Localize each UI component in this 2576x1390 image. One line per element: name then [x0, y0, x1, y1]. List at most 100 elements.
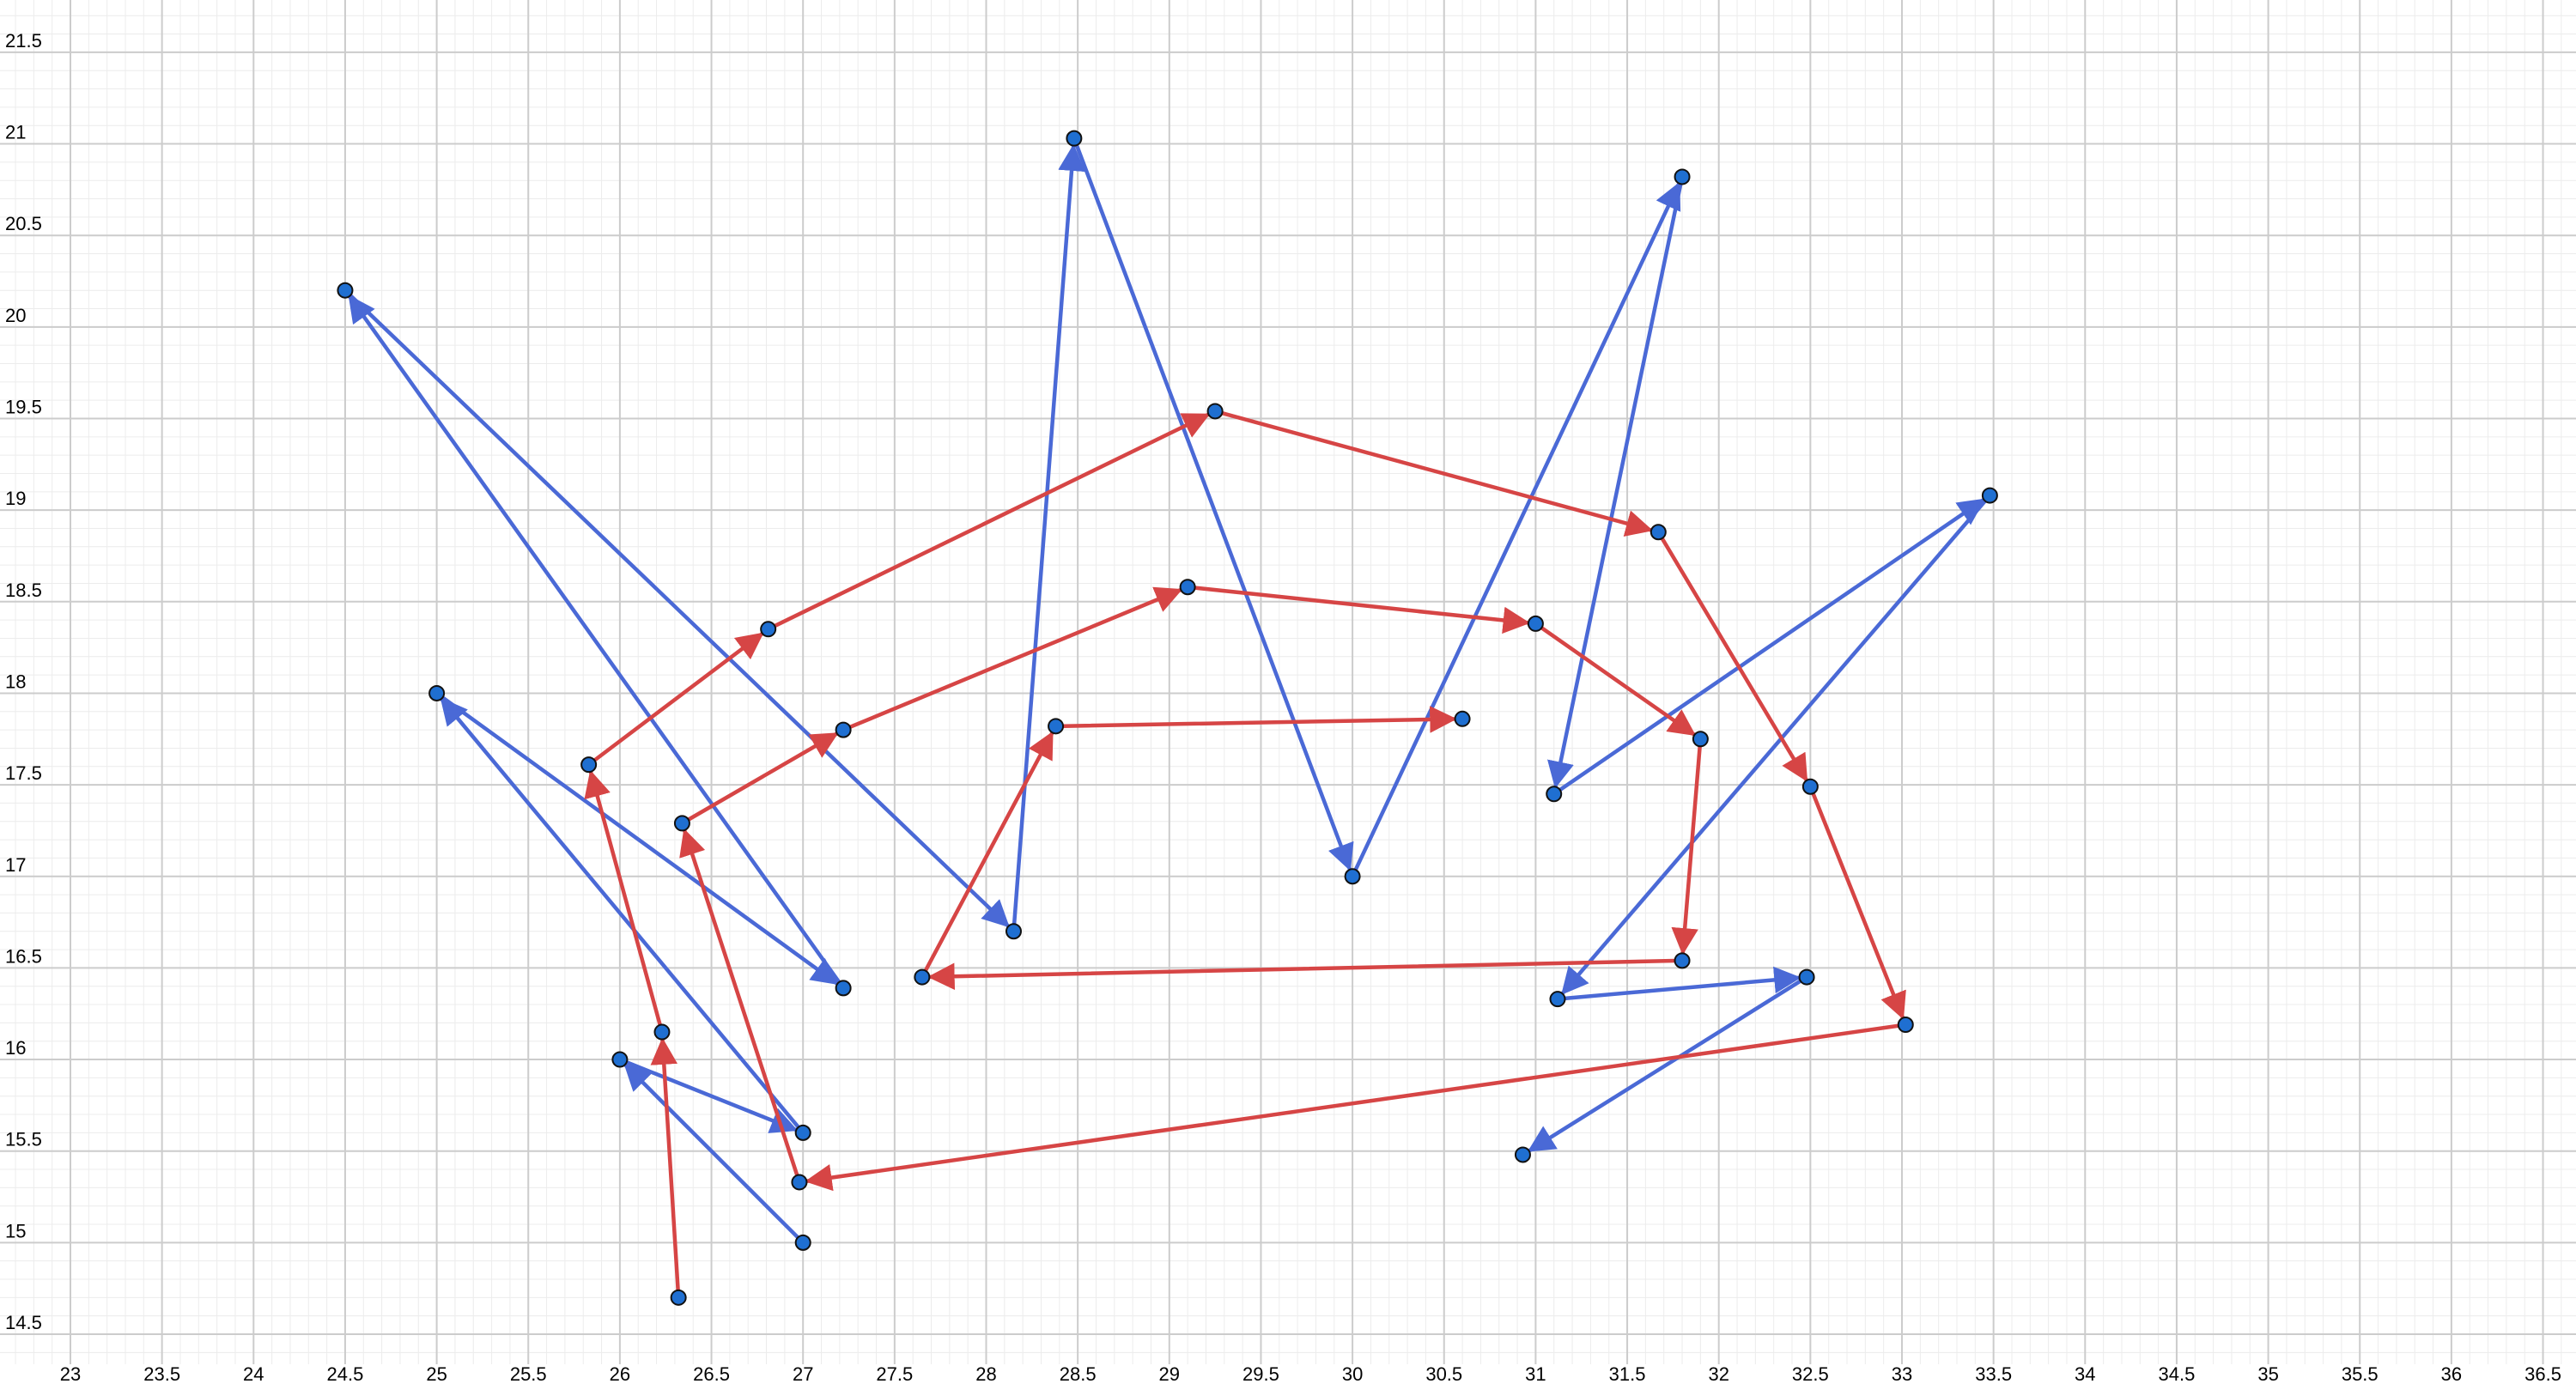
- series-1-arrow: [650, 1037, 680, 1293]
- data-point: [1674, 952, 1691, 969]
- y-tick-label: 18: [5, 671, 26, 692]
- x-tick-label: 23.5: [143, 1363, 180, 1385]
- series-0-arrow: [1527, 979, 1803, 1153]
- tick-labels: 23 23.5 24 24.5 25 25.5 26 26.5 27 27.5 28 28.5 29 29…: [5, 30, 2561, 1385]
- series-1-arrow: [773, 412, 1211, 628]
- data-point: [914, 968, 931, 986]
- x-tick-label: 32.5: [1792, 1363, 1829, 1385]
- data-point: [760, 621, 777, 638]
- x-tick-label: 32: [1708, 1363, 1728, 1385]
- series-0-arrow: [1560, 499, 1988, 995]
- y-tick-label: 21: [5, 122, 26, 143]
- x-tick-label: 29.5: [1242, 1363, 1279, 1385]
- y-tick-label: 17.5: [5, 762, 42, 784]
- data-point: [580, 756, 598, 774]
- x-tick-label: 25: [426, 1363, 447, 1385]
- data-point: [1801, 778, 1819, 795]
- series-1-arrow: [1193, 586, 1531, 634]
- series-0-arrow: [348, 294, 841, 985]
- data-point: [1454, 710, 1471, 727]
- data-point: [1527, 615, 1544, 632]
- series-1-arrow: [1060, 706, 1457, 733]
- x-tick-label: 30.5: [1425, 1363, 1462, 1385]
- y-tick-label: 16.5: [5, 945, 42, 967]
- x-tick-label: 35.5: [2342, 1363, 2379, 1385]
- series-0-arrow: [1563, 966, 1801, 1001]
- x-tick-label: 24: [243, 1363, 264, 1385]
- data-point: [1649, 524, 1667, 541]
- data-point: [1344, 868, 1361, 885]
- x-tick-label: 27.5: [876, 1363, 913, 1385]
- data-point: [1206, 403, 1224, 420]
- x-tick-label: 27: [793, 1363, 813, 1385]
- x-tick-label: 24.5: [327, 1363, 364, 1385]
- series-1-arrow: [805, 1023, 1901, 1192]
- data-point: [428, 684, 446, 701]
- y-tick-label: 18.5: [5, 580, 42, 601]
- data-point: [1546, 786, 1563, 803]
- data-point: [1798, 968, 1815, 986]
- series-1-arrow: [1540, 626, 1697, 737]
- series-layer: [348, 143, 1988, 1293]
- point-layer: [337, 130, 1998, 1306]
- x-tick-label: 35: [2257, 1363, 2278, 1385]
- series-1-arrow: [584, 769, 662, 1028]
- x-tick-label: 36: [2441, 1363, 2462, 1385]
- y-tick-label: 14.5: [5, 1312, 42, 1333]
- data-point: [835, 980, 852, 997]
- series-1-arrow: [848, 586, 1183, 730]
- series-1-arrow: [1660, 536, 1808, 782]
- x-tick-label: 34.5: [2159, 1363, 2196, 1385]
- x-tick-label: 28.5: [1060, 1363, 1097, 1385]
- x-tick-label: 29: [1159, 1363, 1180, 1385]
- data-point: [1514, 1146, 1531, 1163]
- series-1-arrow: [923, 731, 1054, 973]
- series-0-arrow: [1547, 182, 1683, 789]
- series-0-arrow: [1012, 143, 1085, 926]
- data-point: [1048, 718, 1065, 735]
- x-tick-label: 33: [1892, 1363, 1912, 1385]
- y-tick-label: 20: [5, 305, 26, 326]
- series-1-arrow: [679, 828, 799, 1178]
- data-point: [670, 1289, 687, 1306]
- x-tick-label: 34: [2075, 1363, 2095, 1385]
- series-0-arrow: [440, 695, 839, 986]
- y-tick-label: 16: [5, 1037, 26, 1059]
- x-tick-label: 33.5: [1975, 1363, 2012, 1385]
- series-0-arrow: [1074, 143, 1354, 871]
- series-0-arrow: [348, 293, 1010, 928]
- y-tick-label: 15.5: [5, 1129, 42, 1150]
- data-point: [835, 721, 852, 738]
- data-point: [1066, 130, 1083, 147]
- y-tick-label: 21.5: [5, 30, 42, 52]
- x-tick-label: 31: [1525, 1363, 1546, 1385]
- data-point: [1674, 168, 1691, 185]
- series-1-arrow: [686, 731, 839, 822]
- data-point: [337, 282, 354, 299]
- data-point: [1179, 579, 1196, 596]
- data-point: [611, 1051, 629, 1068]
- series-0-arrow: [1353, 181, 1681, 872]
- series-1-arrow: [1671, 744, 1702, 956]
- series-1-arrow: [1811, 791, 1906, 1020]
- x-tick-label: 28: [975, 1363, 996, 1385]
- data-point: [1005, 923, 1022, 940]
- y-tick-label: 20.5: [5, 213, 42, 234]
- data-point: [673, 815, 690, 832]
- data-point: [1981, 487, 1998, 504]
- data-point: [1692, 731, 1709, 748]
- x-tick-label: 30: [1342, 1363, 1363, 1385]
- x-tick-label: 36.5: [2524, 1363, 2561, 1385]
- series-0-arrow: [624, 1059, 799, 1133]
- series-1-arrow: [1220, 410, 1654, 537]
- y-tick-label: 19.5: [5, 397, 42, 418]
- x-tick-label: 26: [610, 1363, 630, 1385]
- series-1-arrow: [927, 958, 1677, 990]
- data-point: [653, 1023, 671, 1041]
- y-tick-label: 17: [5, 854, 26, 876]
- data-point: [791, 1174, 808, 1191]
- series-1-arrow: [592, 632, 764, 762]
